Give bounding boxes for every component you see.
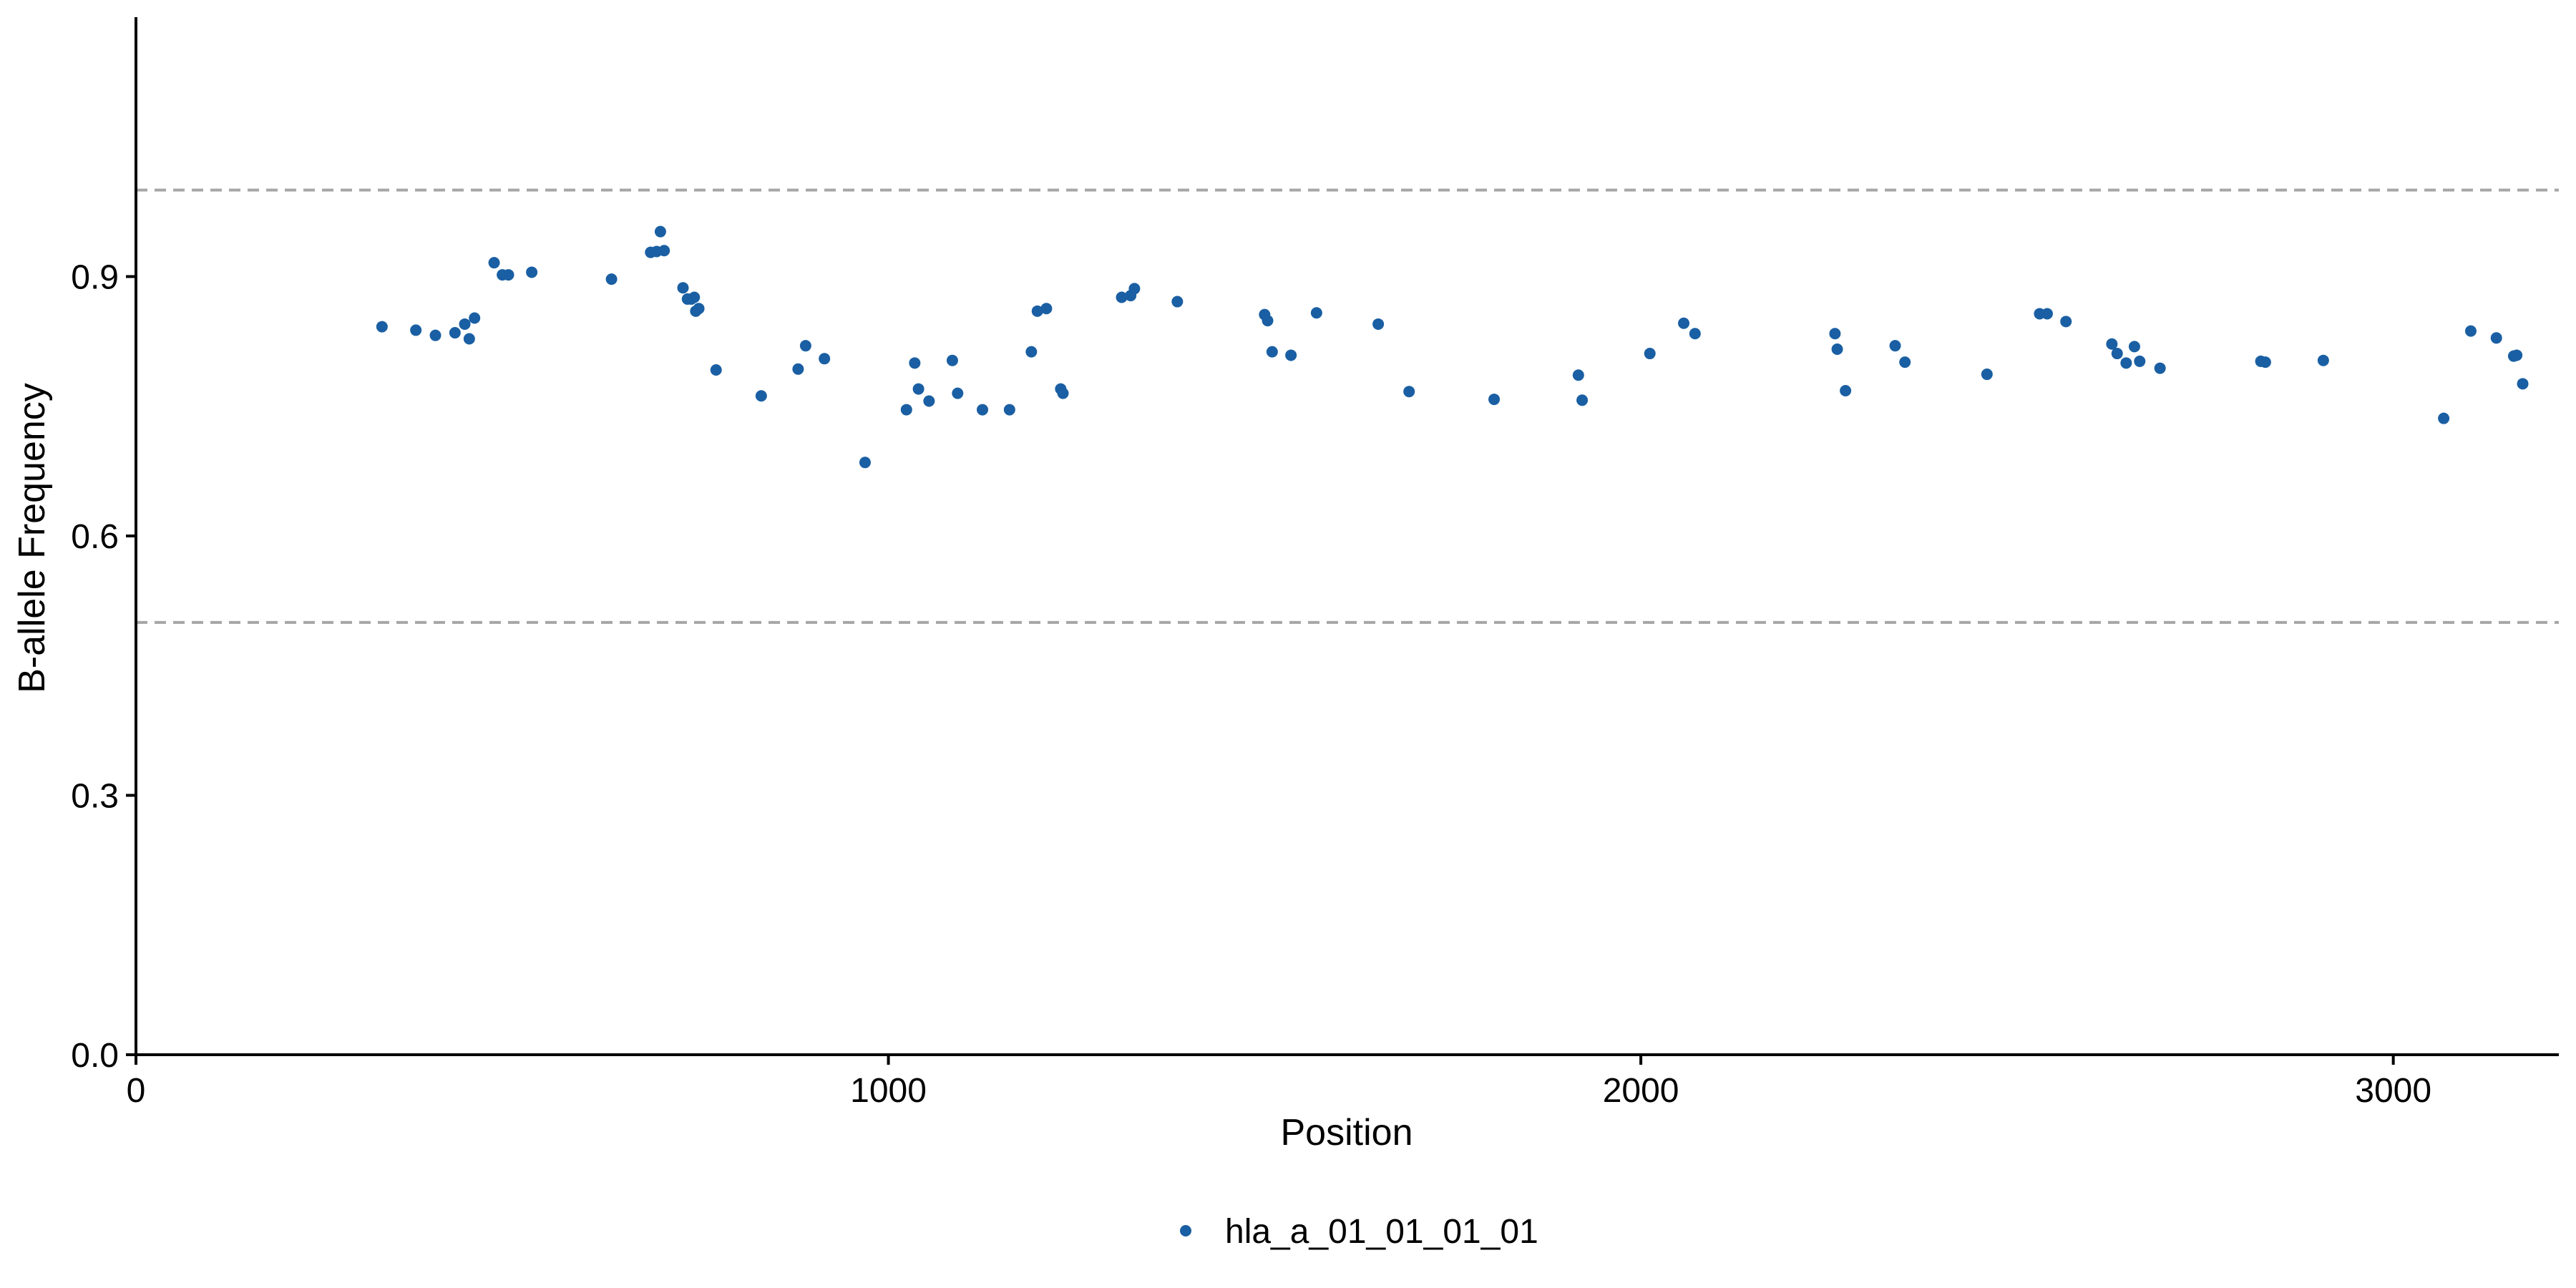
legend-marker xyxy=(1180,1225,1191,1236)
data-point xyxy=(1003,404,1015,416)
y-tick-label: 0.9 xyxy=(71,259,119,297)
data-point xyxy=(605,273,618,286)
data-point xyxy=(1262,315,1274,327)
y-axis-ticks: 0.0 0.3 0.6 0.9 xyxy=(71,259,136,1075)
x-axis-ticks: 0 1000 2000 3000 xyxy=(127,1055,2431,1110)
data-point xyxy=(1057,387,1069,399)
data-point xyxy=(946,354,958,366)
data-point xyxy=(2511,349,2523,361)
data-point xyxy=(1310,307,1322,319)
data-point xyxy=(2154,362,2166,374)
data-point xyxy=(2490,332,2502,344)
data-point xyxy=(1040,303,1053,315)
legend: hla_a_01_01_01_01 xyxy=(1180,1213,1538,1251)
x-tick-label: 0 xyxy=(127,1072,146,1110)
data-point xyxy=(2317,354,2329,366)
data-point xyxy=(654,225,666,238)
data-point xyxy=(1576,394,1589,406)
x-tick-label: 3000 xyxy=(2355,1072,2431,1110)
data-point xyxy=(502,269,514,281)
data-point xyxy=(376,321,388,333)
x-tick-label: 2000 xyxy=(1603,1072,1679,1110)
data-point xyxy=(2128,341,2140,353)
data-point xyxy=(449,327,461,339)
data-point xyxy=(900,404,912,416)
data-point xyxy=(923,395,935,407)
data-point xyxy=(952,387,964,399)
data-point xyxy=(1025,346,1038,358)
data-point xyxy=(1285,349,1297,361)
data-point xyxy=(658,245,670,257)
data-point xyxy=(2517,378,2529,390)
data-point xyxy=(799,340,811,352)
data-point xyxy=(1840,385,1852,396)
data-point xyxy=(1266,346,1278,358)
data-point xyxy=(1889,340,1901,352)
data-point xyxy=(1644,348,1656,360)
data-point xyxy=(688,291,701,303)
data-point xyxy=(2438,412,2450,424)
data-point xyxy=(1981,369,1993,381)
data-point xyxy=(1128,283,1141,295)
data-point xyxy=(2060,316,2072,328)
y-tick-label: 0.0 xyxy=(71,1037,119,1075)
data-point xyxy=(463,333,475,345)
data-point xyxy=(792,363,804,375)
y-axis-title: B-allele Frequency xyxy=(11,383,53,693)
data-point xyxy=(1831,343,1843,355)
data-point xyxy=(710,364,722,376)
data-point xyxy=(819,353,831,365)
x-axis-title: Position xyxy=(1281,1112,1413,1153)
data-point xyxy=(2106,338,2118,350)
data-point xyxy=(755,390,767,402)
data-point xyxy=(859,457,871,469)
reference-lines xyxy=(136,188,2559,624)
data-point xyxy=(2111,348,2123,360)
data-point xyxy=(912,383,924,395)
legend-label: hla_a_01_01_01_01 xyxy=(1225,1213,1538,1251)
data-point xyxy=(1829,328,1841,340)
data-point xyxy=(693,303,705,315)
data-point xyxy=(488,257,500,269)
x-tick-label: 1000 xyxy=(850,1072,927,1110)
y-tick-label: 0.3 xyxy=(71,778,119,816)
y-tick-label: 0.6 xyxy=(71,518,119,556)
data-point xyxy=(410,324,422,336)
data-point xyxy=(2120,357,2132,369)
data-point xyxy=(526,266,538,278)
data-point xyxy=(2464,325,2477,337)
data-point xyxy=(2041,308,2053,320)
data-point xyxy=(429,329,441,341)
data-point xyxy=(909,357,921,369)
data-point xyxy=(2134,355,2146,367)
data-point xyxy=(1116,291,1128,303)
data-point xyxy=(1171,296,1184,308)
data-points xyxy=(376,225,2529,469)
data-point xyxy=(1899,356,1911,369)
data-point xyxy=(1403,386,1415,398)
data-point xyxy=(459,318,471,330)
data-point xyxy=(1488,394,1501,406)
data-point xyxy=(1031,305,1043,317)
data-point xyxy=(976,404,988,416)
data-point xyxy=(1689,328,1701,340)
data-point xyxy=(2259,356,2271,369)
data-point xyxy=(469,312,481,324)
data-point xyxy=(1572,369,1584,381)
data-point xyxy=(1372,318,1385,330)
data-point xyxy=(677,282,689,294)
data-point xyxy=(1678,317,1690,329)
